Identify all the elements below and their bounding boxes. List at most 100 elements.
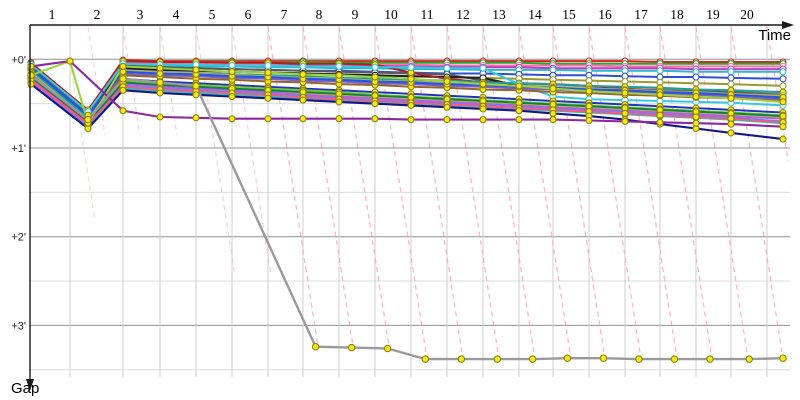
data-point[interactable] bbox=[493, 355, 502, 363]
data-point[interactable] bbox=[192, 91, 200, 99]
data-point[interactable] bbox=[457, 355, 466, 363]
data-point[interactable] bbox=[479, 116, 487, 124]
data-point[interactable] bbox=[299, 70, 307, 78]
data-point[interactable] bbox=[692, 79, 700, 87]
data-point[interactable] bbox=[311, 342, 320, 351]
data-point[interactable] bbox=[228, 68, 236, 76]
data-point[interactable] bbox=[228, 93, 236, 101]
data-point[interactable] bbox=[443, 64, 451, 72]
data-point[interactable] bbox=[228, 61, 236, 70]
data-point[interactable] bbox=[27, 80, 35, 88]
data-point[interactable] bbox=[371, 63, 379, 71]
data-point[interactable] bbox=[335, 98, 343, 106]
data-point[interactable] bbox=[66, 57, 74, 65]
data-point[interactable] bbox=[621, 117, 629, 125]
data-point[interactable] bbox=[656, 91, 664, 99]
data-point[interactable] bbox=[635, 355, 643, 363]
data-point[interactable] bbox=[585, 116, 593, 125]
data-point[interactable] bbox=[670, 355, 679, 363]
data-point[interactable] bbox=[299, 62, 307, 70]
data-point[interactable] bbox=[156, 64, 164, 72]
data-point[interactable] bbox=[692, 119, 700, 127]
data-point[interactable] bbox=[407, 101, 415, 109]
data-point[interactable] bbox=[727, 80, 735, 88]
data-point[interactable] bbox=[228, 115, 236, 123]
x-tick-label: 20 bbox=[740, 7, 754, 22]
data-point[interactable] bbox=[371, 100, 379, 108]
data-point[interactable] bbox=[692, 113, 700, 121]
data-point[interactable] bbox=[549, 116, 557, 124]
data-point[interactable] bbox=[119, 107, 127, 115]
data-point[interactable] bbox=[371, 115, 379, 123]
data-point[interactable] bbox=[299, 115, 307, 123]
data-point[interactable] bbox=[443, 103, 451, 111]
data-point[interactable] bbox=[549, 85, 557, 93]
data-point[interactable] bbox=[727, 129, 735, 137]
data-point[interactable] bbox=[549, 109, 557, 117]
data-point[interactable] bbox=[515, 116, 523, 124]
data-point[interactable] bbox=[156, 113, 164, 121]
data-point[interactable] bbox=[656, 111, 664, 119]
data-point[interactable] bbox=[335, 115, 343, 123]
data-point[interactable] bbox=[727, 120, 735, 128]
series-line-line-29-dropped[interactable] bbox=[30, 74, 784, 361]
data-point[interactable] bbox=[779, 354, 787, 362]
data-point[interactable] bbox=[264, 94, 272, 102]
data-point[interactable] bbox=[745, 355, 753, 363]
data-point[interactable] bbox=[706, 355, 714, 363]
data-point[interactable] bbox=[563, 354, 572, 362]
data-point[interactable] bbox=[779, 68, 787, 76]
data-point[interactable] bbox=[779, 123, 787, 131]
data-point[interactable] bbox=[479, 64, 487, 72]
data-point[interactable] bbox=[119, 86, 127, 94]
data-point[interactable] bbox=[779, 98, 787, 106]
data-point[interactable] bbox=[443, 116, 451, 124]
data-point[interactable] bbox=[371, 73, 379, 81]
data-point[interactable] bbox=[779, 75, 787, 83]
data-point[interactable] bbox=[727, 68, 735, 76]
data-point[interactable] bbox=[407, 63, 415, 71]
data-point[interactable] bbox=[779, 112, 787, 120]
data-point[interactable] bbox=[264, 115, 272, 123]
data-point[interactable] bbox=[264, 61, 272, 70]
data-point[interactable] bbox=[443, 77, 451, 86]
data-point[interactable] bbox=[692, 93, 700, 101]
data-point[interactable] bbox=[264, 69, 272, 77]
data-point[interactable] bbox=[479, 105, 487, 113]
data-point[interactable] bbox=[383, 344, 392, 353]
data-point[interactable] bbox=[515, 82, 523, 90]
x-tick-label: 12 bbox=[456, 7, 470, 22]
data-point[interactable] bbox=[621, 89, 629, 97]
data-point[interactable] bbox=[119, 75, 127, 83]
data-point[interactable] bbox=[192, 114, 200, 122]
data-point[interactable] bbox=[407, 116, 415, 124]
data-point[interactable] bbox=[192, 66, 200, 74]
data-point[interactable] bbox=[656, 67, 664, 75]
data-point[interactable] bbox=[192, 82, 200, 90]
data-point[interactable] bbox=[727, 74, 735, 82]
data-point[interactable] bbox=[335, 62, 343, 70]
data-point[interactable] bbox=[779, 135, 787, 143]
data-point[interactable] bbox=[515, 107, 523, 115]
data-point[interactable] bbox=[156, 89, 164, 97]
series-line-line-27[interactable] bbox=[30, 60, 784, 125]
data-point[interactable] bbox=[119, 62, 127, 70]
data-point[interactable] bbox=[335, 71, 343, 79]
data-point[interactable] bbox=[692, 73, 700, 81]
data-point[interactable] bbox=[621, 109, 629, 117]
data-point[interactable] bbox=[27, 62, 35, 70]
data-point[interactable] bbox=[299, 96, 307, 104]
data-point[interactable] bbox=[779, 82, 787, 90]
data-point[interactable] bbox=[407, 75, 415, 83]
data-point[interactable] bbox=[479, 80, 487, 88]
data-point[interactable] bbox=[599, 354, 608, 362]
data-point[interactable] bbox=[84, 115, 92, 124]
data-point[interactable] bbox=[585, 87, 593, 95]
data-point[interactable] bbox=[347, 343, 356, 352]
data-point[interactable] bbox=[528, 355, 537, 363]
data-point[interactable] bbox=[421, 355, 430, 363]
data-point[interactable] bbox=[727, 94, 735, 102]
data-point[interactable] bbox=[156, 78, 164, 87]
data-point[interactable] bbox=[656, 118, 664, 126]
data-point[interactable] bbox=[27, 71, 35, 80]
